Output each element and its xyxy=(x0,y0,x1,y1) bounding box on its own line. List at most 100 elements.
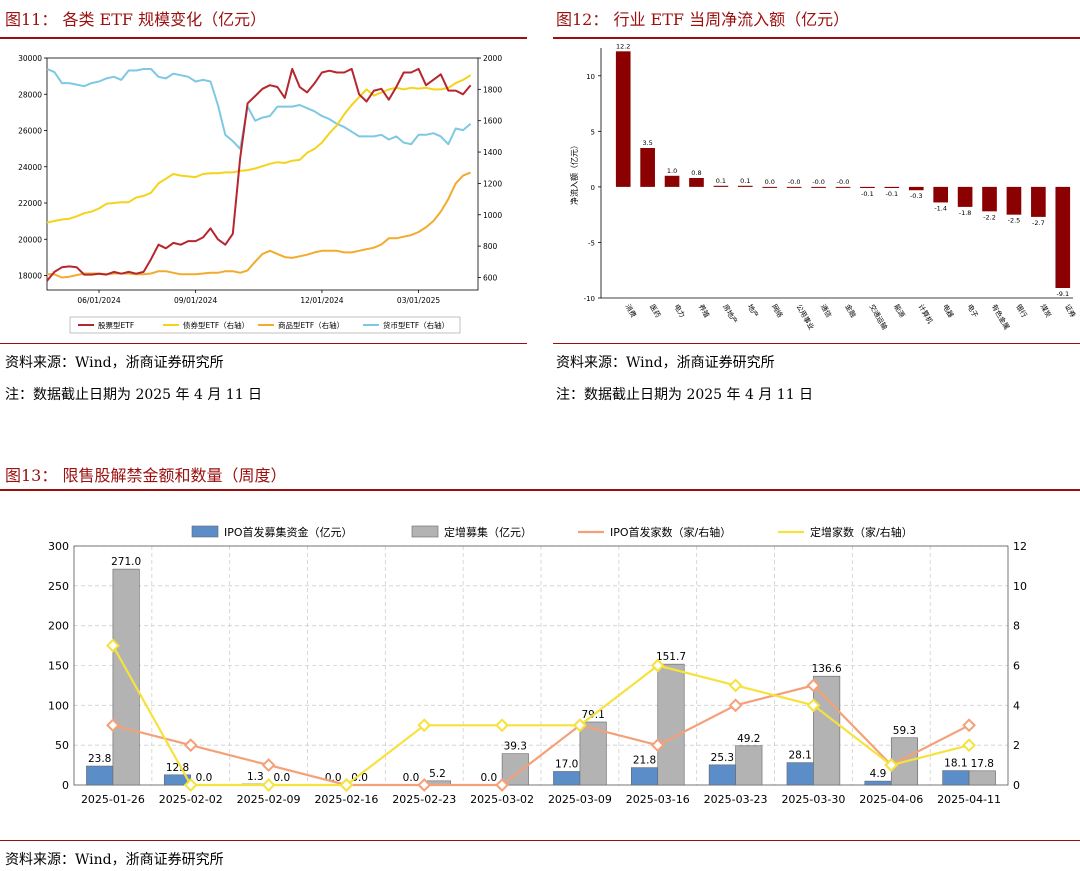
fig12-category-label: 能源 xyxy=(892,303,907,320)
fig13-category-label: 2025-03-09 xyxy=(548,793,612,806)
fig12-category-label: 通信 xyxy=(819,303,834,320)
fig13-right-tick-label: 12 xyxy=(1013,540,1027,553)
fig11-left-tick-label: 22000 xyxy=(18,199,42,208)
fig13-placement-value-label: 0.0 xyxy=(196,772,213,784)
fig13-right-tick-label: 10 xyxy=(1013,580,1027,593)
fig11-bottom-rule xyxy=(0,343,527,344)
fig13-placement-value-label: 0.0 xyxy=(351,772,368,784)
fig13-top-rule xyxy=(0,489,1080,491)
fig11-legend-label: 商品型ETF（右轴） xyxy=(278,320,344,330)
fig12-bar xyxy=(664,175,680,187)
fig13-placement-bar xyxy=(968,770,996,786)
fig13-placement-count-marker xyxy=(106,638,120,653)
fig13-ipo-bar xyxy=(630,767,659,786)
fig13-legend-swatch xyxy=(191,525,219,538)
fig12-bar xyxy=(957,186,973,207)
fig13-placement-count-marker xyxy=(650,658,665,673)
fig13-title: 图13： 限售股解禁金额和数量（周度） xyxy=(5,466,287,485)
fig13-ipo-value-label: 0.0 xyxy=(403,772,420,784)
fig13-category-label: 2025-02-23 xyxy=(392,793,456,806)
fig13-ipo-count-marker xyxy=(417,778,432,792)
fig12-bar xyxy=(933,186,949,203)
fig12-value-label: 1.0 xyxy=(667,167,677,175)
fig13-left-tick-label: 250 xyxy=(48,580,69,593)
fig13-ipo-count-marker xyxy=(106,718,120,733)
fig12-category-label: 计算机 xyxy=(917,303,935,326)
fig12-y-tick-label: 0 xyxy=(591,184,595,192)
fig13-category-label: 2025-04-11 xyxy=(937,793,1001,806)
fig13-placement-value-label: 59.3 xyxy=(893,725,916,737)
fig13-right-tick-label: 0 xyxy=(1013,779,1020,792)
fig13-ipo-value-label: 18.1 xyxy=(944,758,967,770)
fig13-category-label: 2025-02-16 xyxy=(314,793,378,806)
fig12-y-tick-label: 10 xyxy=(586,73,595,81)
fig12-bar xyxy=(1031,186,1046,217)
fig11-left-tick-label: 28000 xyxy=(18,90,42,99)
fig12-category-label: 消费 xyxy=(623,303,638,320)
fig11-right-tick-label: 600 xyxy=(483,273,498,282)
fig13-left-tick-label: 0 xyxy=(62,779,69,792)
fig13-category-label: 2025-02-09 xyxy=(237,793,301,806)
fig13-left-tick-label: 300 xyxy=(48,540,69,553)
fig12-value-label: -9.1 xyxy=(1056,290,1069,298)
fig12-value-label: -0.3 xyxy=(910,192,923,200)
fig13-left-tick-label: 100 xyxy=(48,699,69,712)
fig13-ipo-value-label: 1.3 xyxy=(247,771,264,783)
fig11-line-stock-etf xyxy=(46,67,472,282)
fig13-left-tick-label: 150 xyxy=(48,660,69,673)
fig12-category-label: 地产 xyxy=(746,303,761,320)
fig11-x-tick-label: 12/01/2024 xyxy=(300,296,343,305)
fig11-chart: 30000 28000 26000 24000 22000 20000 18000 2000 1… xyxy=(18,54,502,334)
fig13-placement-value-label: 39.3 xyxy=(504,741,527,753)
fig13-ipo-value-label: 21.8 xyxy=(633,755,656,767)
fig12-value-label: -1.4 xyxy=(934,204,947,212)
fig12-bar xyxy=(762,186,778,188)
fig13-category-label: 2025-02-02 xyxy=(159,793,223,806)
fig12-bar xyxy=(908,186,924,191)
fig11-x-tick-label: 06/01/2024 xyxy=(77,296,120,305)
fig12-value-label: -0.0 xyxy=(812,178,825,186)
fig12-value-label: -0.1 xyxy=(861,190,874,198)
fig13-placement-count-marker xyxy=(728,678,743,693)
fig12-value-label: -0.1 xyxy=(885,190,898,198)
fig13-right-tick-label: 4 xyxy=(1013,699,1020,712)
fig13-placement-count-marker xyxy=(261,778,276,792)
fig12-bar xyxy=(884,186,900,188)
fig12-bar xyxy=(1055,186,1071,288)
fig13-legend-swatch xyxy=(411,525,439,538)
fig13-placement-value-label: 17.8 xyxy=(971,758,994,770)
fig13-ipo-count-marker xyxy=(261,758,276,772)
fig13-ipo-count-marker xyxy=(183,738,198,753)
fig13-legend-label: IPO首发募集资金（亿元） xyxy=(224,525,353,539)
fig13-ipo-value-label: 0.0 xyxy=(481,772,498,784)
fig12-bar xyxy=(811,186,826,188)
fig12-y-tick-label: -5 xyxy=(588,239,595,247)
fig13-ipo-value-label: 23.8 xyxy=(88,753,111,765)
fig13-ipo-value-label: 25.3 xyxy=(711,752,734,764)
fig12-category-label: 煤炭 xyxy=(1039,303,1054,320)
fig12-bar xyxy=(640,148,655,187)
fig13-legend-label: 定增募集（亿元） xyxy=(444,525,532,539)
fig11-left-tick-label: 18000 xyxy=(18,272,42,281)
fig13-placement-count-marker xyxy=(339,778,354,792)
fig13-placement-count-line xyxy=(111,645,970,787)
fig13-left-tick-label: 200 xyxy=(48,620,69,633)
fig11-right-tick-label: 1600 xyxy=(483,117,502,126)
fig11-x-tick-label: 03/01/2025 xyxy=(397,296,440,305)
fig13-placement-count-marker xyxy=(495,718,509,733)
fig13-legend-label: IPO首发家数（家/右轴） xyxy=(610,525,731,539)
fig13-placement-bar xyxy=(501,753,529,786)
fig13-plot-frame xyxy=(73,545,1009,786)
fig13-placement-value-label: 136.6 xyxy=(812,663,842,675)
fig12-bar xyxy=(737,185,753,187)
fig13-placement-bar xyxy=(657,663,685,786)
fig13-category-label: 2025-03-30 xyxy=(781,793,845,806)
fig12-category-label: 电力 xyxy=(672,303,687,320)
fig12-value-label: -2.7 xyxy=(1032,219,1045,227)
fig11-line-commodity-etf xyxy=(47,171,471,279)
fig12-bar xyxy=(713,185,729,187)
fig11-legend-label: 货币型ETF（右轴） xyxy=(383,320,449,330)
fig12-category-label: 银行 xyxy=(1014,303,1029,320)
fig12-value-label: -2.5 xyxy=(1008,217,1021,225)
fig12-category-label: 公用事业 xyxy=(794,303,816,332)
